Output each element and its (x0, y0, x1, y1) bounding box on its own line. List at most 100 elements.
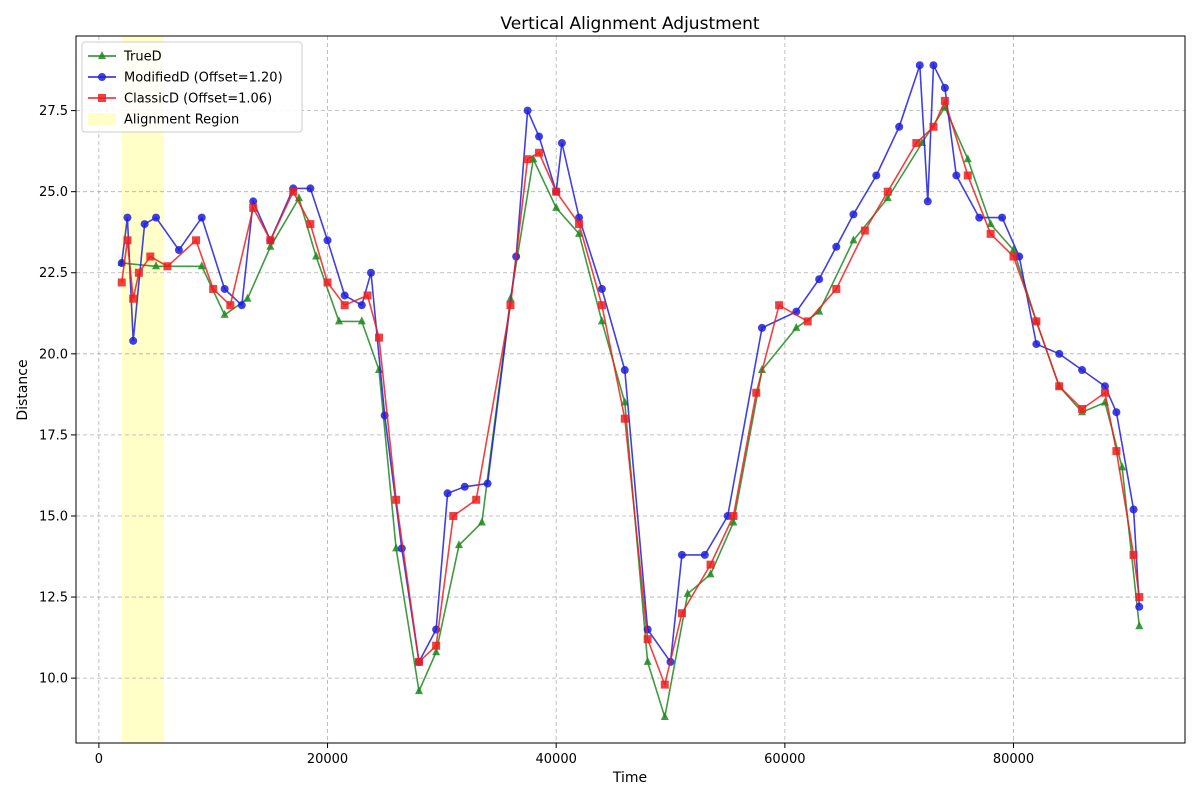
legend-item: Alignment Region (88, 113, 239, 128)
data-point (597, 301, 606, 310)
data-point (323, 278, 332, 287)
data-point (535, 148, 544, 157)
data-point (940, 83, 949, 92)
data-point (815, 275, 824, 284)
data-point (432, 641, 441, 650)
data-point (660, 712, 669, 721)
data-point (883, 187, 892, 196)
data-point (535, 132, 544, 141)
data-point (1055, 349, 1064, 358)
data-point (792, 322, 801, 331)
data-point (923, 197, 932, 206)
data-point (146, 252, 155, 261)
data-point (1112, 408, 1121, 417)
legend-box (81, 41, 303, 133)
y-tick-label: 12.5 (39, 591, 68, 606)
data-point (243, 293, 252, 302)
x-tick-label: 20000 (307, 752, 348, 767)
data-point (643, 656, 652, 665)
data-point (575, 228, 584, 237)
data-point (1100, 388, 1109, 397)
legend-items: TrueD ModifiedD (Offset=1.20) ClassicD (Of… (88, 50, 283, 128)
data-point (552, 187, 561, 196)
x-axis-label: Time (612, 770, 647, 786)
data-point (392, 495, 401, 504)
data-point (152, 213, 161, 222)
data-point (249, 197, 258, 206)
x-tick-label: 60000 (764, 752, 805, 767)
data-point (963, 154, 972, 163)
data-point (197, 213, 206, 222)
y-tick-label: 22.5 (39, 266, 68, 281)
data-point (975, 213, 984, 222)
legend-label: Alignment Region (124, 113, 239, 128)
data-point (340, 301, 349, 310)
data-point (860, 226, 869, 235)
data-point (414, 657, 423, 666)
data-point (552, 202, 561, 211)
data-point (306, 220, 315, 229)
data-point (706, 569, 715, 578)
data-point (952, 171, 961, 180)
data-point (192, 236, 201, 245)
data-point (523, 155, 532, 164)
data-point (940, 96, 949, 105)
series-2 (117, 96, 1144, 689)
data-point (683, 588, 692, 597)
data-point (197, 261, 206, 270)
legend-item: ClassicD (Offset=1.06) (88, 92, 272, 107)
x-tick-label: 40000 (536, 752, 577, 767)
y-tick-label: 20.0 (39, 347, 68, 362)
data-point (620, 397, 629, 406)
data-point (129, 294, 138, 303)
data-point (266, 241, 275, 250)
data-point (357, 301, 366, 310)
legend-marker (98, 94, 106, 102)
data-point (237, 301, 246, 310)
legend-item: TrueD (88, 50, 162, 65)
data-point (266, 236, 275, 245)
data-point (757, 323, 766, 332)
data-point (963, 171, 972, 180)
data-point (334, 316, 343, 325)
data-point (163, 262, 172, 271)
legend-marker (98, 51, 106, 59)
data-point (472, 495, 481, 504)
data-point (357, 316, 366, 325)
data-point (443, 489, 452, 498)
data-point (883, 193, 892, 202)
data-point (460, 482, 469, 491)
data-point (929, 61, 938, 70)
data-point (374, 333, 383, 342)
data-point (998, 213, 1007, 222)
data-point (895, 122, 904, 131)
data-point (366, 268, 375, 277)
y-tick-label: 17.5 (39, 428, 68, 443)
data-point (455, 540, 464, 549)
data-point (832, 284, 841, 293)
data-point (523, 106, 532, 115)
data-point (706, 560, 715, 569)
data-point (1078, 366, 1087, 375)
chart-title: Vertical Alignment Adjustment (500, 14, 759, 34)
legend-label: ModifiedD (Offset=1.20) (124, 71, 283, 86)
data-point (249, 203, 258, 212)
data-point (226, 301, 235, 310)
data-point (306, 184, 315, 193)
data-point (729, 517, 738, 526)
data-point (209, 284, 218, 293)
data-point (872, 171, 881, 180)
legend-label: ClassicD (Offset=1.06) (124, 92, 272, 107)
data-point (152, 261, 161, 270)
data-point (729, 511, 738, 520)
y-axis-label: Distance (15, 359, 31, 420)
data-point (1009, 245, 1018, 254)
data-point (986, 219, 995, 228)
data-point (620, 414, 629, 423)
y-tick-label: 15.0 (39, 509, 68, 524)
data-point (1009, 252, 1018, 261)
data-point (129, 336, 138, 345)
data-point (1135, 621, 1144, 630)
